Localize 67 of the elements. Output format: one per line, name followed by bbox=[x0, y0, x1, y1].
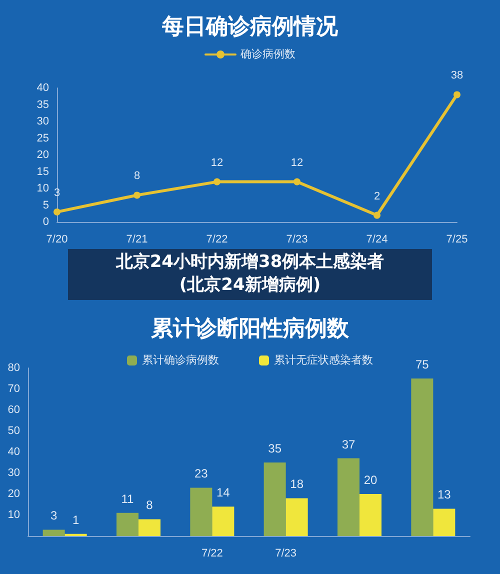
data-label: 2 bbox=[374, 190, 380, 202]
data-label: 14 bbox=[216, 486, 230, 500]
y-tick-label: 0 bbox=[42, 216, 49, 228]
x-tick-label: 7/22 bbox=[201, 548, 223, 560]
data-label: 12 bbox=[290, 156, 304, 169]
x-tick-label: 7/24 bbox=[366, 234, 388, 246]
bar bbox=[264, 462, 286, 536]
data-label: 11 bbox=[121, 492, 134, 506]
legend-label: 确诊病例数 bbox=[240, 48, 296, 60]
y-tick-label: 20 bbox=[36, 149, 49, 161]
y-tick-label: 30 bbox=[8, 467, 20, 479]
y-tick-label: 35 bbox=[36, 98, 49, 111]
text: (北京24新增病例) bbox=[178, 274, 322, 297]
data-label: 38 bbox=[450, 70, 464, 82]
bar bbox=[138, 519, 160, 536]
chart-title: 每日确诊病例情况 bbox=[161, 14, 339, 38]
point bbox=[454, 91, 460, 98]
text: 北京24小时内新增38例本土感染者 bbox=[114, 251, 386, 274]
y-tick-label: 40 bbox=[8, 446, 20, 458]
bar bbox=[286, 498, 308, 536]
data-label: 1 bbox=[72, 512, 80, 527]
x-tick-label: 7/23 bbox=[286, 234, 308, 246]
y-tick-label: 60 bbox=[8, 404, 20, 416]
point bbox=[374, 212, 380, 219]
x-tick-label: 7/20 bbox=[46, 234, 68, 246]
bar bbox=[190, 488, 212, 536]
data-label: 37 bbox=[342, 437, 356, 452]
data-label: 13 bbox=[437, 488, 452, 502]
x-tick-label: 7/25 bbox=[446, 234, 468, 246]
x-tick-label: 7/23 bbox=[275, 548, 297, 560]
bar bbox=[212, 506, 234, 536]
bar bbox=[411, 378, 434, 536]
data-label: 35 bbox=[268, 442, 282, 456]
legend-label: 累计无症状感染者数 bbox=[274, 354, 373, 366]
data-label: 8 bbox=[146, 498, 154, 512]
data-label: 3 bbox=[54, 186, 60, 199]
data-label: 20 bbox=[364, 473, 378, 487]
bar bbox=[116, 512, 138, 536]
y-tick-label: 80 bbox=[8, 362, 20, 374]
y-tick-label: 10 bbox=[36, 182, 49, 194]
bar bbox=[338, 458, 360, 536]
point bbox=[54, 208, 60, 216]
y-tick-label: 70 bbox=[8, 383, 20, 395]
y-tick-label: 20 bbox=[8, 488, 20, 500]
y-tick-label: 40 bbox=[36, 82, 49, 94]
y-tick-label: 25 bbox=[36, 132, 49, 144]
x-tick-label: 7/21 bbox=[126, 234, 148, 246]
data-label: 18 bbox=[290, 477, 304, 492]
y-tick-label: 50 bbox=[8, 425, 20, 437]
bar bbox=[360, 494, 382, 536]
y-tick-label: 5 bbox=[42, 199, 49, 212]
bar bbox=[42, 530, 65, 536]
data-label: 12 bbox=[210, 156, 224, 169]
x-tick-label: 7/22 bbox=[206, 234, 228, 246]
data-label: 75 bbox=[415, 358, 430, 372]
y-tick-label: 15 bbox=[36, 166, 49, 178]
data-label: 23 bbox=[194, 466, 208, 481]
point bbox=[214, 178, 220, 186]
chart-title: 累计诊断阳性病例数 bbox=[150, 316, 350, 340]
point bbox=[134, 192, 140, 199]
y-tick-label: 10 bbox=[8, 509, 20, 521]
data-label: 3 bbox=[50, 508, 58, 523]
legend-label: 累计确诊病例数 bbox=[142, 354, 219, 366]
point bbox=[294, 178, 300, 186]
y-tick-label: 30 bbox=[36, 116, 49, 128]
data-label: 8 bbox=[134, 170, 140, 182]
bar bbox=[433, 508, 456, 536]
